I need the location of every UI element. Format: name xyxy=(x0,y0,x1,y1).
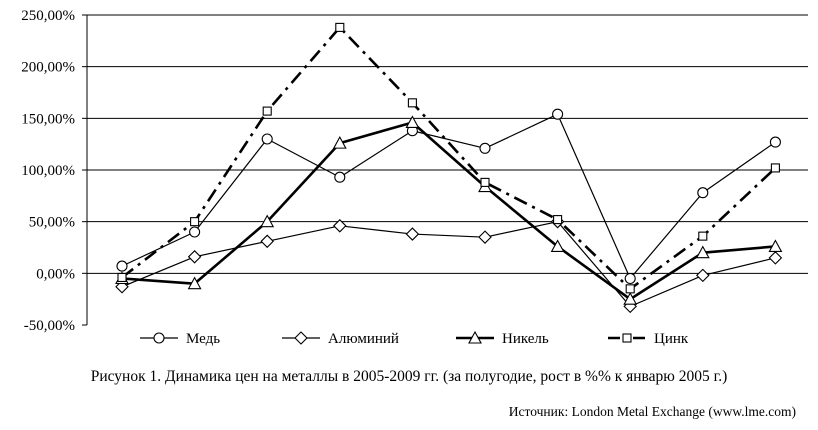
data-point xyxy=(262,106,272,116)
data-point xyxy=(553,215,563,225)
legend: Медь Алюминий Никель Цинк xyxy=(140,330,689,347)
series-line xyxy=(121,121,776,301)
data-point xyxy=(335,22,345,32)
data-point xyxy=(260,234,274,249)
legend-marker xyxy=(153,332,165,344)
data-point xyxy=(405,115,420,129)
data-point xyxy=(478,230,492,244)
y-tick-label: 100,00% xyxy=(21,163,75,179)
legend-item-3: Никель xyxy=(456,330,549,347)
series-line xyxy=(121,221,776,307)
y-tick-label: 250,00% xyxy=(21,8,75,24)
data-point xyxy=(190,217,200,227)
legend-marker xyxy=(622,333,632,343)
data-point xyxy=(480,177,490,187)
data-point xyxy=(332,135,347,149)
y-tick-label: 200,00% xyxy=(21,60,75,76)
source-note: Источник: London Metal Exchange (www.lme… xyxy=(508,404,796,419)
data-point xyxy=(116,260,128,272)
data-point xyxy=(479,142,491,154)
data-point xyxy=(769,136,781,148)
y-tick-label: 0,00% xyxy=(36,266,75,282)
line-chart: 250,00% 200,00% 150,00% 100,00% 50,00% 0,00% -… xyxy=(21,8,808,347)
data-point xyxy=(625,284,635,294)
data-point xyxy=(261,133,273,145)
data-point xyxy=(698,231,708,241)
series-3 xyxy=(115,115,783,305)
data-point xyxy=(550,239,565,253)
data-point xyxy=(623,292,638,305)
data-point xyxy=(333,219,347,233)
legend-item-2: Алюминий xyxy=(282,331,399,347)
legend-item-4: Цинк xyxy=(608,331,689,347)
series-4 xyxy=(117,22,780,294)
data-point xyxy=(405,227,420,241)
data-point xyxy=(117,272,127,283)
data-point xyxy=(768,239,783,253)
data-point xyxy=(696,268,710,283)
series-line xyxy=(121,113,776,280)
data-point xyxy=(187,276,202,290)
data-point xyxy=(187,250,202,264)
data-point xyxy=(624,272,636,285)
legend-label: Цинк xyxy=(654,331,689,347)
data-point xyxy=(407,98,417,108)
legend-label: Алюминий xyxy=(328,331,399,347)
data-point xyxy=(770,163,780,173)
series-lines xyxy=(115,22,783,314)
data-point xyxy=(697,187,709,199)
y-tick-label: 50,00% xyxy=(29,215,75,231)
legend-label: Медь xyxy=(186,331,220,347)
series-line xyxy=(121,26,777,291)
y-tick-label: -50,00% xyxy=(24,318,75,334)
series-1 xyxy=(116,108,781,285)
data-point xyxy=(260,214,275,228)
legend-marker xyxy=(294,331,308,345)
legend-marker xyxy=(468,330,482,344)
data-point xyxy=(695,245,710,259)
y-tick-label: 150,00% xyxy=(21,111,75,127)
data-point xyxy=(552,108,564,120)
legend-item-1: Медь xyxy=(140,331,220,347)
legend-label: Никель xyxy=(502,331,549,347)
data-point xyxy=(768,251,783,265)
data-point xyxy=(334,171,346,183)
y-axis-ticks: 250,00% 200,00% 150,00% 100,00% 50,00% 0,00% -… xyxy=(21,8,87,334)
data-point xyxy=(189,226,201,238)
figure-caption: Рисунок 1. Динамика цен на металлы в 200… xyxy=(90,368,728,385)
